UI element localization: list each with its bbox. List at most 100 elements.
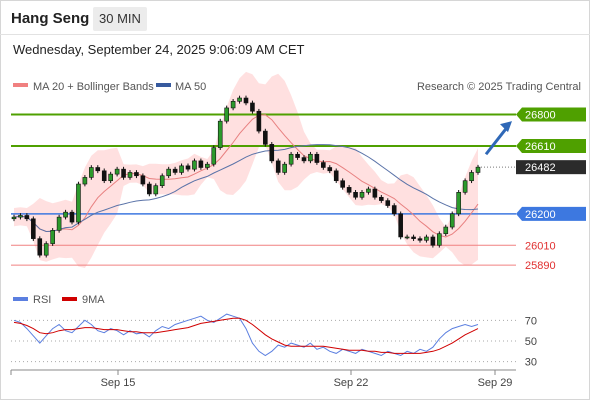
candle-body [275,160,281,173]
x-tick-label: Sep 22 [334,377,369,389]
candle-body [179,165,184,173]
ma20-legend-label: MA 20 + Bollinger Bands [33,81,154,93]
rsi-tick-50: 50 [525,336,537,348]
source-credit: Research © 2025 Trading Central [417,81,581,93]
candle-body [63,211,68,218]
candle-body [211,147,217,165]
x-tick-label: Sep 15 [101,377,136,389]
rsi-line [13,313,479,357]
rsi-legend-label: RSI [33,294,51,306]
rsi-tick-30: 30 [525,357,537,369]
resistance-tag-26610 [516,138,586,153]
ma50-legend-label: MA 50 [175,81,206,93]
candle-body [469,172,474,182]
candle-body [288,153,294,165]
resistance-label-26610: 26610 [525,141,556,153]
candle-body [134,172,139,177]
candle-body [340,180,345,188]
candle-body [108,173,113,182]
candle-body [237,97,242,102]
candle-body [263,130,268,145]
rsi-panel: 70 50 30 [11,313,537,369]
bollinger-bands [14,71,478,269]
trend-arrow [484,121,512,156]
candle-body [308,153,313,162]
candle-body [230,101,236,109]
last-price-tag [516,160,586,175]
candle-body [359,192,365,198]
last-price-label: 26482 [525,162,556,174]
bollinger-band-area [14,71,478,269]
candle-body [82,177,88,185]
candle-body [301,157,307,162]
candle-body [205,163,210,168]
candlesticks [11,95,481,258]
candle-body [449,213,455,228]
candle-body [314,153,320,163]
support-label-26010: 26010 [525,240,556,252]
candle-body [166,168,171,177]
candle-body [89,167,94,178]
support-label-26200: 26200 [525,209,556,221]
candle-body [153,185,159,195]
candle-body [417,238,423,241]
candle-body [185,165,191,170]
candle-body [159,175,165,186]
candle-body [69,211,75,223]
candle-body [224,107,229,122]
instrument-title: Hang Seng [11,10,90,27]
candle-body [443,226,449,234]
candle-body [172,168,178,173]
rsi-legend-swatch [13,297,28,301]
ma50-line [13,144,479,233]
rsi-tick-70: 70 [525,315,537,327]
candle-body [366,188,371,193]
header-divider [0,34,590,35]
rsi-ma-legend-swatch [62,297,77,301]
candle-body [101,170,107,182]
candle-body [250,102,255,112]
candle-body [95,167,101,172]
chart-header: Hang Seng 30 MIN [0,0,590,36]
x-axis: Sep 15 Sep 22 Sep 29 [10,369,516,389]
candle-body [346,187,352,193]
level-labels: 26800 26610 26482 26200 26010 25890 [516,107,586,272]
candle-body [76,183,81,223]
candle-body [282,163,287,173]
candle-body [327,167,333,172]
candle-body [192,160,197,170]
timestamp: Wednesday, September 24, 2025 9:06:09 AM… [13,42,305,57]
candle-body [295,153,300,158]
candle-body [379,196,384,201]
resistance-tag-26800 [516,107,586,122]
candle-body [18,215,23,218]
candle-body [147,183,152,195]
candle-body [372,188,378,198]
support-label-25890: 25890 [525,260,556,272]
support-tag-26200 [516,206,586,221]
candle-body [411,236,416,239]
arrow-head [500,121,512,133]
candle-body [56,216,62,231]
candle-body [424,236,429,241]
candle-body [24,215,30,220]
candle-body [404,236,410,239]
candle-body [43,243,49,256]
candle-body [430,236,436,246]
interval-badge[interactable]: 30 MIN [93,7,147,31]
candle-body [256,110,262,132]
candle-body [140,175,146,185]
candle-body [353,192,358,198]
candle-body [269,144,275,162]
rsi-ma-line [13,317,479,354]
moving-averages [13,114,479,238]
x-tick-label: Sep 29 [478,377,513,389]
ma50-legend-swatch [156,83,171,87]
resistance-label-26800: 26800 [525,110,556,122]
candle-body [121,168,126,178]
candle-body [127,172,133,178]
candle-body [217,120,223,148]
candle-body [321,162,326,168]
candle-body [475,166,481,173]
